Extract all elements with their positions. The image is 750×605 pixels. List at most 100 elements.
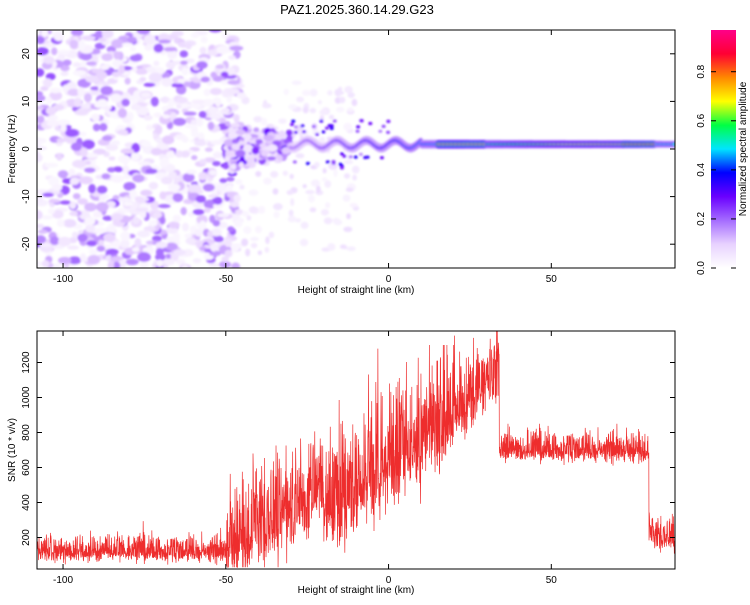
heatmap-cell [378,129,383,133]
heatmap-cell [102,135,113,141]
heatmap-cell [329,124,334,128]
heatmap-cell [288,209,294,217]
heatmap-cell [212,160,221,167]
heatmap-cell [236,92,247,99]
heatmap-cell [68,256,82,265]
heatmap-cell [191,155,198,161]
heatmap-cell [183,111,197,116]
heatmap-cell [327,90,333,96]
heatmap-cell [101,30,114,39]
heatmap-cell [355,129,360,133]
x-tick-label: 0 [386,274,392,285]
y-tick-label: 10 [21,95,32,107]
heatmap-cell [300,221,309,229]
heatmap-cell [72,62,82,68]
heatmap-cell [63,218,77,228]
heatmap-cell [172,232,181,242]
heatmap-cell [285,129,293,136]
x-tick-label: -100 [53,575,73,586]
heatmap-cell [74,109,89,116]
heatmap-cell [180,60,188,65]
heatmap-cell [79,253,87,263]
heatmap-cell [208,30,222,33]
heatmap-cell [295,218,301,223]
heatmap-cell [98,37,107,42]
heatmap-cell [96,81,111,87]
heatmap-cell [93,148,107,155]
heatmap-cell [191,131,200,138]
heatmap-cell [243,226,252,234]
heatmap-cell [114,167,123,173]
heatmap-cell [291,119,296,123]
heatmap-cell [272,141,282,146]
heatmap-cell [49,91,63,101]
heatmap-cell [212,228,222,237]
heatmap-cell [241,210,249,217]
spectrogram-y-label: Frequency (Hz) [7,115,18,184]
heatmap-cell [219,178,227,184]
heatmap-cell [229,45,244,51]
y-tick-label: 600 [21,459,32,476]
colorbar-tick-label: 0.6 [696,113,707,127]
heatmap-cell [198,171,207,181]
heatmap-cell [243,144,253,152]
heatmap-cell [173,249,186,256]
heatmap-cell [292,160,297,164]
heatmap-cell [343,244,348,250]
heatmap-cell [291,80,302,85]
heatmap-cell [135,207,149,212]
heatmap-cell [255,225,262,234]
heatmap-cell [202,183,215,192]
heatmap-cell [106,46,116,53]
heatmap-cell [131,246,140,253]
heatmap-cell [207,121,215,131]
heatmap-cell [267,144,278,152]
heatmap-cell [287,215,297,223]
heatmap-cell [84,160,92,165]
heatmap-cell [182,249,194,257]
heatmap-cell [130,103,142,111]
heatmap-cell [129,46,137,52]
heatmap-cell [51,47,58,56]
heatmap-cell [100,64,110,71]
heatmap-cell [92,211,103,218]
heatmap-cell [348,155,353,159]
heatmap-cell [246,215,252,221]
heatmap-cell [37,68,45,77]
heatmap-cell [52,210,64,219]
heatmap-cell [48,176,60,187]
heatmap-cell [73,97,82,108]
heatmap-cell [282,170,288,176]
heatmap-cell [353,155,358,159]
heatmap-cell [56,219,65,227]
heatmap-cell [72,159,87,169]
y-tick-label: 400 [21,494,32,511]
heatmap-cell [342,154,347,158]
heatmap-cell [386,119,391,124]
heatmap-cell [231,143,241,151]
heatmap-cell [278,118,287,124]
heatmap-cell [201,100,214,107]
heatmap-cell [233,114,240,124]
heatmap-cell [194,228,203,237]
heatmap-cell [160,176,173,185]
heatmap-cell [118,197,131,202]
heatmap-cell [199,220,206,229]
heatmap-cell [37,141,43,147]
heatmap-cell [290,122,295,127]
heatmap-cell [120,231,131,242]
snr-panel: -100 -50 0 50 200 400 600 800 1000 1200 Height o… [7,330,676,596]
heatmap-cell [327,243,336,251]
heatmap-cell [171,83,184,88]
heatmap-cell [235,149,246,158]
spectrogram-y-ticks: -20 -10 0 10 20 [21,48,675,251]
heatmap-cell [181,264,189,268]
heatmap-cell [321,130,326,134]
heatmap-cell [77,86,85,97]
heatmap-cell [167,171,177,180]
heatmap-cell [117,129,129,136]
heatmap-cell [37,261,43,267]
heatmap-cell [172,214,182,223]
heatmap-cell [101,173,111,180]
